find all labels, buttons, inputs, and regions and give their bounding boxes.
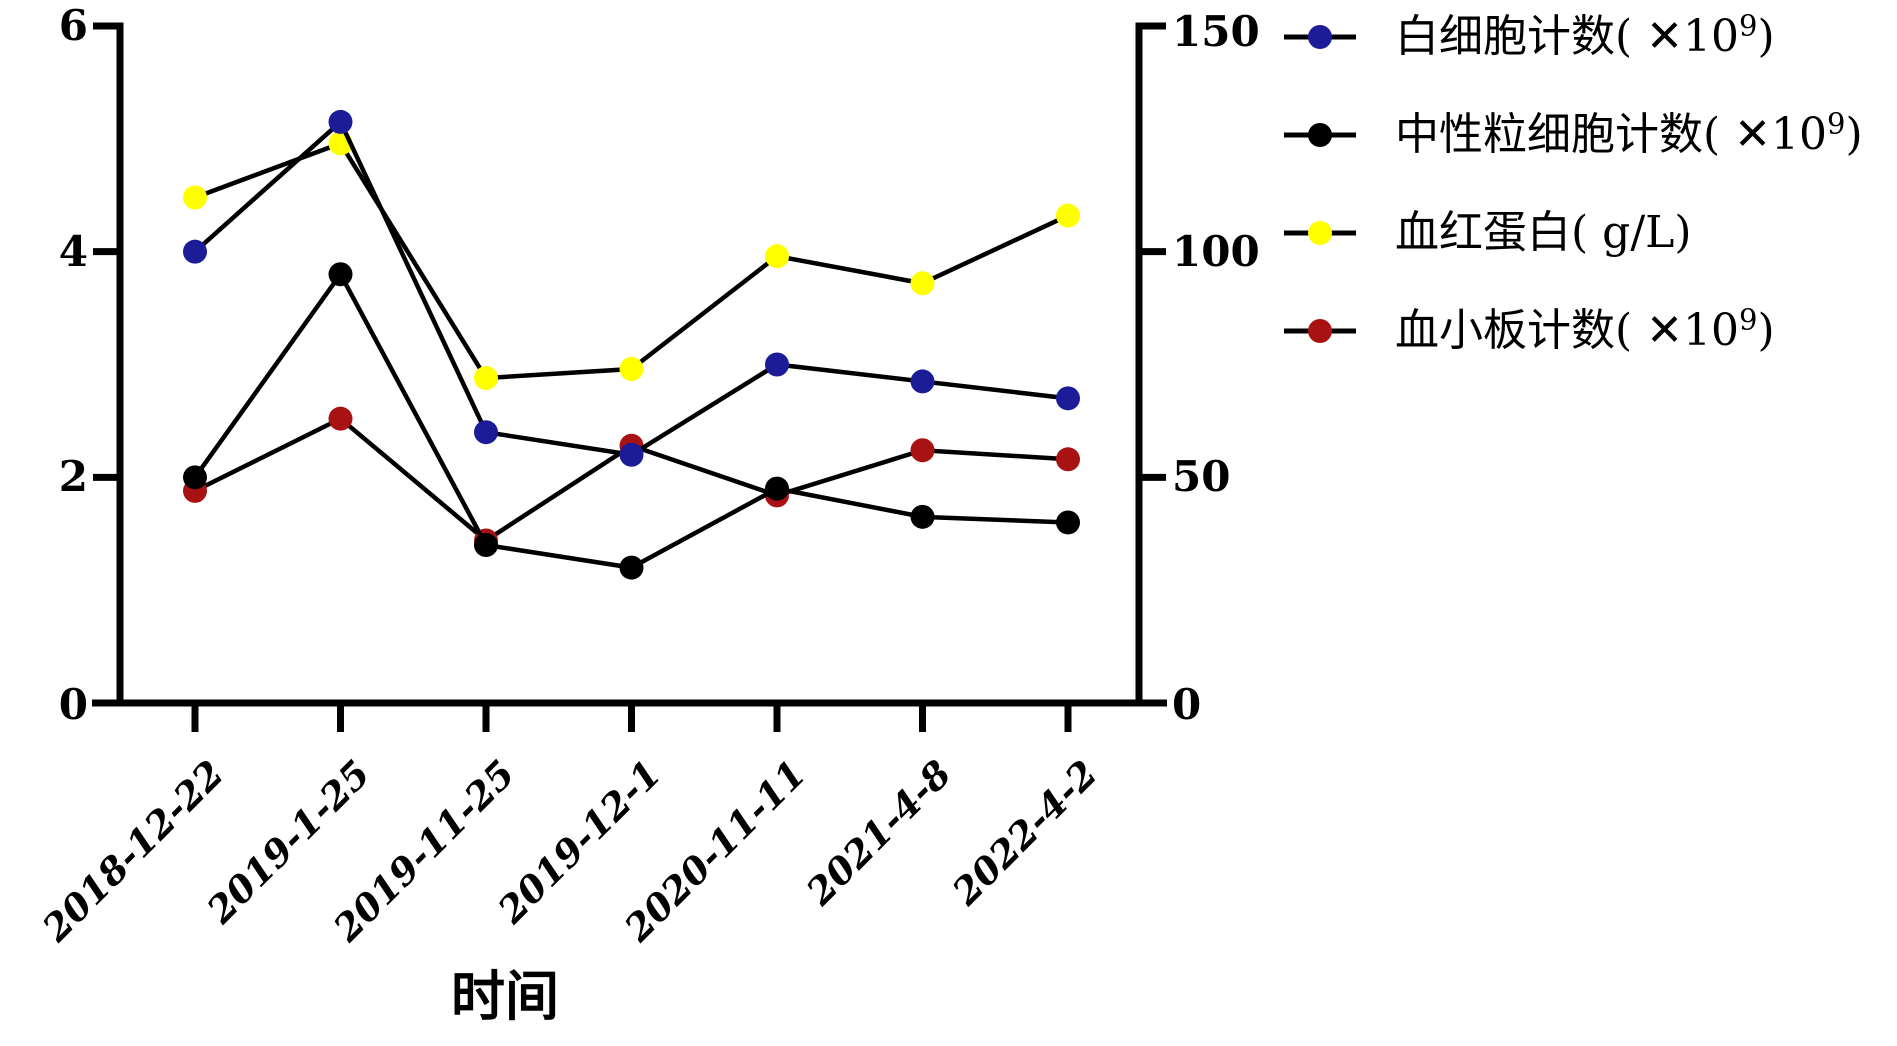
data-point	[1056, 447, 1080, 472]
data-point	[474, 366, 498, 391]
legend-label-text: 中性粒细胞计数( ✕10	[1395, 109, 1828, 160]
legend-item-hemoglobin: 血红蛋白( g/L)	[1283, 204, 1863, 262]
data-point	[1056, 386, 1080, 411]
data-point	[328, 262, 353, 287]
data-point	[474, 533, 498, 558]
legend-label-sup: 9	[1827, 106, 1846, 141]
data-point	[474, 420, 498, 445]
series-line	[193, 269, 1069, 570]
legend-label: 血红蛋白( g/L)	[1395, 211, 1692, 255]
legend-dot	[1308, 123, 1332, 147]
legend-marker	[1284, 123, 1356, 147]
legend-label: 血小板计数( ✕109)	[1395, 305, 1775, 353]
x-axis-title: 时间	[451, 965, 559, 1028]
legend-item-wbc: 白细胞计数( ✕109)	[1283, 8, 1863, 66]
legend-label-text: 血红蛋白( g/L)	[1395, 207, 1692, 258]
legend-item-platelet: 血小板计数( ✕109)	[1283, 302, 1863, 360]
legend-marker	[1284, 25, 1356, 49]
data-point	[1056, 510, 1080, 535]
data-point	[910, 369, 935, 394]
legend-label: 白细胞计数( ✕109)	[1395, 11, 1775, 59]
legend-label-close: )	[1757, 11, 1775, 62]
data-point	[619, 357, 644, 382]
legend-label-sup: 9	[1739, 8, 1758, 43]
data-point	[619, 442, 644, 467]
legend-label-text: 血小板计数( ✕10	[1395, 305, 1740, 356]
legend-label: 中性粒细胞计数( ✕109)	[1395, 109, 1863, 157]
y-right-tick-label: 50	[1172, 452, 1231, 501]
legend-item-neutrophil: 中性粒细胞计数( ✕109)	[1283, 106, 1863, 164]
y-left-tick-label: 2	[58, 452, 88, 501]
legend-label-close: )	[1757, 305, 1775, 356]
legend-dot	[1308, 25, 1332, 49]
data-point	[619, 555, 644, 580]
data-point	[1056, 203, 1080, 228]
data-point	[910, 438, 935, 463]
y-right-tick-label: 100	[1172, 227, 1260, 276]
legend-marker	[1284, 221, 1356, 245]
legend-marker	[1284, 319, 1356, 343]
legend-label-sup: 9	[1739, 302, 1758, 337]
legend-label-close: )	[1845, 109, 1863, 160]
data-point	[328, 406, 353, 431]
data-point	[183, 185, 207, 210]
series-line	[194, 140, 1069, 381]
data-point	[183, 465, 207, 490]
y-right-tick-label: 0	[1172, 680, 1202, 729]
data-point	[328, 109, 353, 134]
data-point	[910, 504, 935, 529]
y-left-tick-label: 0	[58, 680, 88, 729]
y-left-tick-label: 6	[58, 1, 88, 50]
data-point	[765, 244, 789, 269]
legend-label-text: 白细胞计数( ✕10	[1395, 11, 1740, 62]
series-line	[193, 118, 1069, 458]
data-point	[765, 476, 789, 501]
y-right-tick-label: 150	[1172, 7, 1260, 56]
y-left-tick-label: 4	[58, 227, 88, 276]
legend: 白细胞计数( ✕109) 中性粒细胞计数( ✕109) 血红蛋白( g/L) 血…	[1283, 8, 1863, 360]
data-point	[910, 271, 935, 296]
legend-dot	[1308, 319, 1332, 343]
data-point	[183, 239, 207, 264]
data-point	[765, 352, 789, 377]
legend-dot	[1308, 221, 1332, 245]
